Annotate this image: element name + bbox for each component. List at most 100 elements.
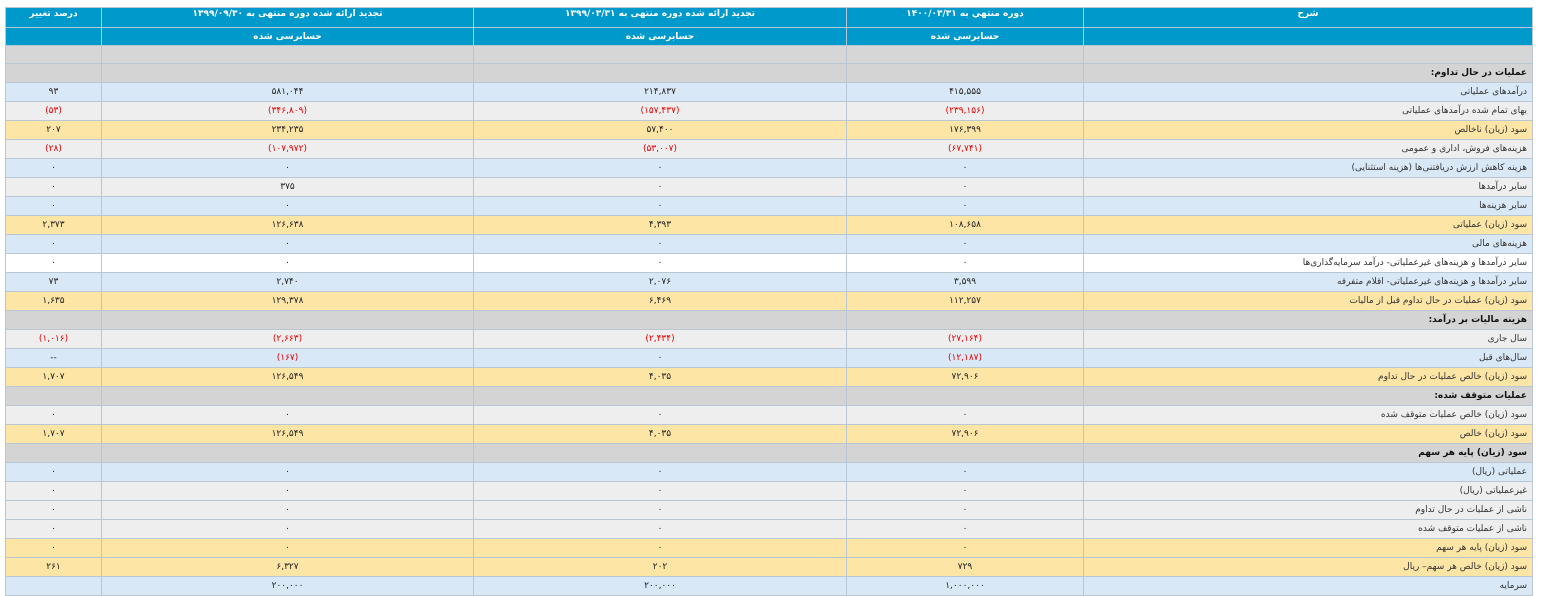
section-header-row: هزینه مالیات بر درآمد:	[5, 310, 1533, 330]
table-row: سایر درآمدها ۰ ۰ ۳۷۵ ۰	[5, 177, 1533, 197]
value-1399-09-30: ۰	[101, 234, 474, 254]
section-empty-cell	[473, 63, 847, 83]
value-1399-03-31: ۴,۳۹۳	[473, 215, 847, 235]
spacer-row	[5, 45, 1533, 64]
value-1399-03-31: ۲۱۴,۸۳۷	[473, 82, 847, 102]
value-1399-03-31: ۰	[473, 158, 847, 178]
value-change-percent: ۰	[5, 196, 102, 216]
table-row: سود (زیان) ناخالص ۱۷۶,۳۹۹ ۵۷,۴۰۰ ۲۳۴,۲۳۵ ۲۰۷	[5, 120, 1533, 140]
row-description: هزینه کاهش ارزش دریافتنی‌ها (هزینه استثن…	[1083, 158, 1533, 178]
value-1400-03-31: (۶۷,۷۴۱)	[846, 139, 1084, 159]
row-description: سایر درآمدها	[1083, 177, 1533, 197]
value-change-percent: ۰	[5, 462, 102, 482]
row-description: سود (زیان) خالص	[1083, 424, 1533, 444]
value-1400-03-31: ۰	[846, 234, 1084, 254]
section-empty-cell	[846, 386, 1084, 406]
section-empty-cell	[101, 386, 474, 406]
table-row: درآمدهای عملیاتی ۴۱۵,۵۵۵ ۲۱۴,۸۳۷ ۵۸۱,۰۴۴ ۹۳	[5, 82, 1533, 102]
value-1400-03-31: ۰	[846, 177, 1084, 197]
value-change-percent: ۰	[5, 519, 102, 539]
table-row: سایر هزینه‌ها ۰ ۰ ۰ ۰	[5, 196, 1533, 216]
value-1399-09-30: ۱۲۶,۶۳۸	[101, 215, 474, 235]
header-period-1399-09-30: تجدید ارائه شده دوره منتهی به ۱۳۹۹/۰۹/۳۰	[101, 7, 474, 28]
value-1399-03-31: ۰	[473, 538, 847, 558]
section-empty-cell	[101, 63, 474, 83]
table-row: سال‌های قبل (۱۲,۱۸۷) ۰ (۱۶۷) --	[5, 348, 1533, 368]
row-description: سود (زیان) عملیات در حال تداوم قبل از ما…	[1083, 291, 1533, 311]
value-1400-03-31: ۴۱۵,۵۵۵	[846, 82, 1084, 102]
value-1399-03-31: ۰	[473, 234, 847, 254]
value-1399-09-30: ۰	[101, 253, 474, 273]
value-change-percent: ۱,۶۳۵	[5, 291, 102, 311]
section-empty-cell	[846, 310, 1084, 330]
value-1399-03-31: ۰	[473, 405, 847, 425]
value-1399-03-31: ۰	[473, 481, 847, 501]
value-1399-03-31: ۴,۰۳۵	[473, 367, 847, 387]
value-1400-03-31: ۰	[846, 538, 1084, 558]
value-1399-09-30: ۲۰۰,۰۰۰	[101, 576, 474, 596]
value-1400-03-31: ۷۲,۹۰۶	[846, 367, 1084, 387]
value-1399-09-30: ۲۳۴,۲۳۵	[101, 120, 474, 140]
table-row: ناشی از عملیات متوقف شده ۰ ۰ ۰ ۰	[5, 519, 1533, 539]
section-empty-cell	[5, 63, 102, 83]
row-description: سود (زیان) خالص عملیات متوقف شده	[1083, 405, 1533, 425]
table-row: ناشی از عملیات در حال تداوم ۰ ۰ ۰ ۰	[5, 500, 1533, 520]
table-row: سال جاری (۲۷,۱۶۴) (۲,۴۳۴) (۲,۶۶۳) (۱,۰۱۶)	[5, 329, 1533, 349]
value-1399-03-31: ۰	[473, 196, 847, 216]
value-1399-09-30: ۳۷۵	[101, 177, 474, 197]
value-1399-09-30: ۰	[101, 538, 474, 558]
section-title: هزینه مالیات بر درآمد:	[1083, 310, 1533, 330]
section-empty-cell	[473, 386, 847, 406]
table-row: عملیاتی (ریال) ۰ ۰ ۰ ۰	[5, 462, 1533, 482]
value-change-percent: (۵۳)	[5, 101, 102, 121]
value-1399-03-31: ۵۷,۴۰۰	[473, 120, 847, 140]
row-description: سرمایه	[1083, 576, 1533, 596]
section-title: عملیات متوقف شده:	[1083, 386, 1533, 406]
section-header-row: عملیات متوقف شده:	[5, 386, 1533, 406]
value-1400-03-31: (۲۷,۱۶۴)	[846, 329, 1084, 349]
value-1399-09-30: ۱۲۹,۳۷۸	[101, 291, 474, 311]
value-1399-03-31: ۲,۰۷۶	[473, 272, 847, 292]
value-change-percent: ۰	[5, 253, 102, 273]
value-change-percent: ۲۶۱	[5, 557, 102, 577]
row-description: سال‌های قبل	[1083, 348, 1533, 368]
value-change-percent	[5, 576, 102, 596]
value-1399-03-31: ۰	[473, 462, 847, 482]
table-row: سود (زیان) خالص هر سهم– ریال ۷۲۹ ۲۰۲ ۶,۳۲۷ ۲…	[5, 557, 1533, 577]
section-empty-cell	[5, 386, 102, 406]
value-1400-03-31: ۰	[846, 253, 1084, 273]
row-description: سود (زیان) ناخالص	[1083, 120, 1533, 140]
value-1399-03-31: (۵۳,۰۰۷)	[473, 139, 847, 159]
row-description: سایر هزینه‌ها	[1083, 196, 1533, 216]
table-row: سود (زیان) خالص ۷۲,۹۰۶ ۴,۰۳۵ ۱۲۶,۵۴۹ ۱,۷۰۷	[5, 424, 1533, 444]
row-description: سود (زیان) خالص هر سهم– ریال	[1083, 557, 1533, 577]
value-change-percent: (۲۸)	[5, 139, 102, 159]
value-1400-03-31: ۰	[846, 196, 1084, 216]
value-change-percent: ۰	[5, 481, 102, 501]
value-change-percent: ۹۳	[5, 82, 102, 102]
value-change-percent: ۰	[5, 538, 102, 558]
value-change-percent: ۲۰۷	[5, 120, 102, 140]
row-description: سایر درآمدها و هزینه‌های غیرعملیاتی- اقل…	[1083, 272, 1533, 292]
row-description: سایر درآمدها و هزینه‌های غیرعملیاتی- درآ…	[1083, 253, 1533, 273]
value-1399-03-31: ۲۰۰,۰۰۰	[473, 576, 847, 596]
row-description: درآمدهای عملیاتی	[1083, 82, 1533, 102]
header-audit-row: حسابرسی شده حسابرسی شده حسابرسی شده	[5, 27, 1533, 46]
value-1399-09-30: ۱۲۶,۵۴۹	[101, 424, 474, 444]
value-1399-03-31: ۰	[473, 500, 847, 520]
header-audit-status-2: حسابرسی شده	[473, 27, 847, 46]
value-change-percent: ۲,۳۷۳	[5, 215, 102, 235]
row-description: عملیاتی (ریال)	[1083, 462, 1533, 482]
value-change-percent: ۷۳	[5, 272, 102, 292]
value-change-percent: ۱,۷۰۷	[5, 367, 102, 387]
row-description: سود (زیان) پایه هر سهم	[1083, 538, 1533, 558]
value-1400-03-31: ۱۱۲,۲۵۷	[846, 291, 1084, 311]
value-change-percent: ۰	[5, 500, 102, 520]
value-change-percent: ۰	[5, 158, 102, 178]
value-change-percent: ۰	[5, 405, 102, 425]
header-audit-status-1: حسابرسی شده	[846, 27, 1084, 46]
value-1400-03-31: ۰	[846, 519, 1084, 539]
section-empty-cell	[5, 443, 102, 463]
value-1399-09-30: ۰	[101, 519, 474, 539]
header-change-percent: درصد تغییر	[5, 7, 102, 28]
